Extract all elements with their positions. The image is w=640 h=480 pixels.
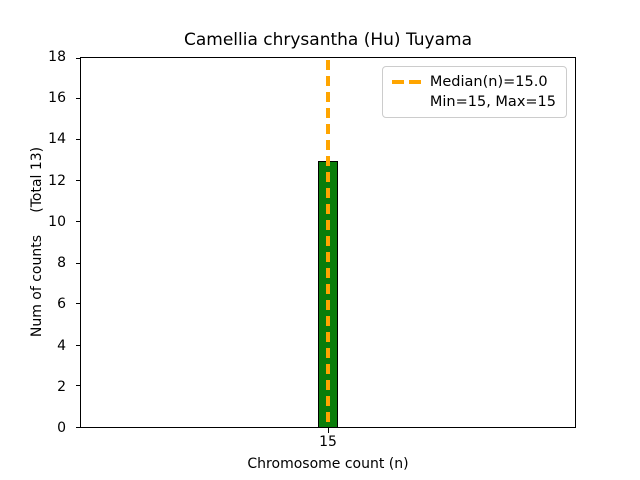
- y-tick-label: 6: [57, 296, 66, 313]
- legend-row-median: Median(n)=15.0: [391, 72, 556, 92]
- y-tick-label: 14: [48, 131, 66, 148]
- y-tick-label: 2: [57, 378, 66, 395]
- legend: Median(n)=15.0 Min=15, Max=15: [381, 66, 567, 118]
- y-tick-label: 18: [48, 49, 66, 65]
- y-tick-mark: [75, 57, 80, 59]
- x-axis-label: Chromosome count (n): [247, 456, 409, 472]
- y-tick-mark: [75, 385, 80, 387]
- y-tick-label: 10: [48, 213, 66, 230]
- y-tick-mark: [75, 426, 80, 428]
- y-tick-mark: [75, 303, 80, 305]
- legend-label-minmax: Min=15, Max=15: [429, 94, 556, 110]
- y-tick-mark: [75, 180, 80, 182]
- median-line: [326, 60, 330, 427]
- y-tick-label: 12: [48, 172, 66, 189]
- y-tick-label: 16: [48, 90, 66, 107]
- chart-title: Camellia chrysantha (Hu) Tuyama: [183, 30, 473, 50]
- legend-label-median: Median(n)=15.0: [429, 74, 548, 90]
- y-tick-mark: [75, 139, 80, 141]
- y-tick-label: 8: [57, 255, 66, 272]
- x-tick-mark: [327, 428, 329, 433]
- legend-row-minmax: Min=15, Max=15: [392, 92, 556, 112]
- y-tick-label: 0: [57, 420, 66, 436]
- y-tick-mark: [75, 98, 80, 100]
- y-tick-mark: [75, 262, 80, 264]
- y-axis-tick-labels: 0 2 4 6 8 10 12 14 16 18: [0, 50, 73, 435]
- plot-area: Median(n)=15.0 Min=15, Max=15: [75, 57, 576, 433]
- y-tick-label: 4: [57, 337, 66, 354]
- y-tick-mark: [75, 221, 80, 223]
- y-tick-mark: [75, 344, 80, 346]
- x-tick-label: 15: [319, 434, 337, 450]
- median-dashed-line-icon: [391, 80, 421, 84]
